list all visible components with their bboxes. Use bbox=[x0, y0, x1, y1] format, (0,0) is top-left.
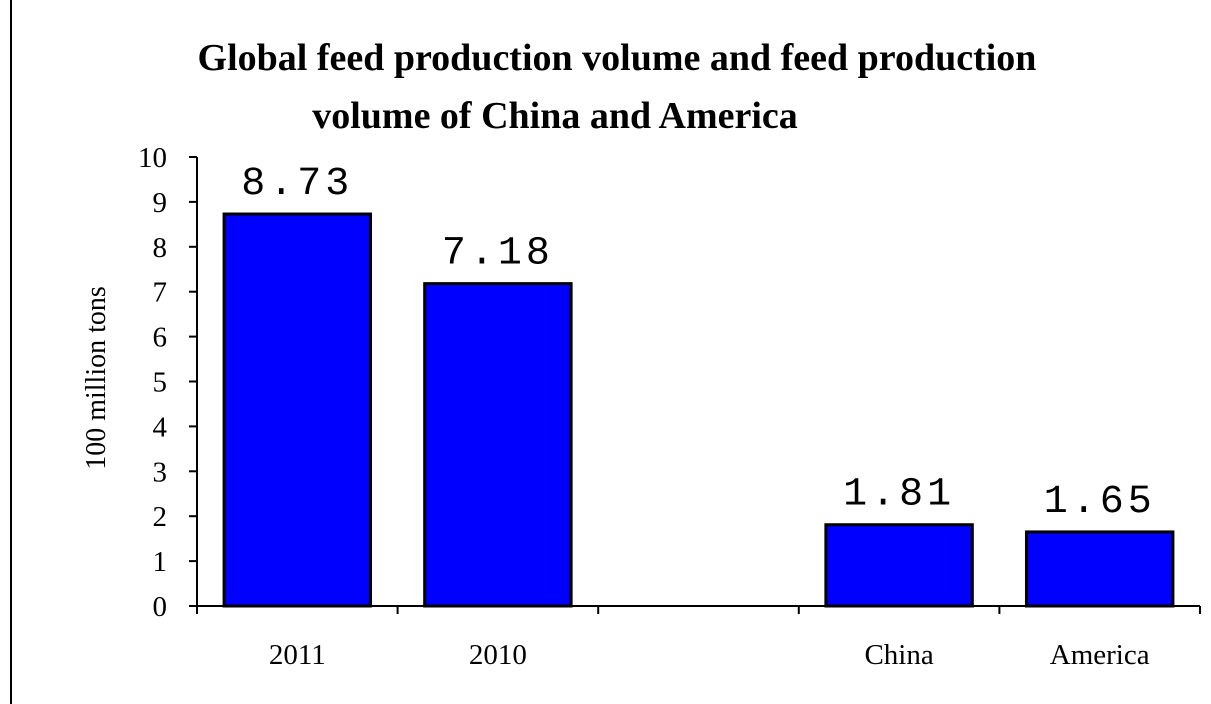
x-tick-label: 2010 bbox=[469, 639, 527, 671]
y-tick-label: 4 bbox=[153, 411, 168, 443]
x-tick-label: America bbox=[1050, 639, 1150, 671]
y-tick-label: 10 bbox=[138, 142, 167, 174]
chart-title-line-1: Global feed production volume and feed p… bbox=[198, 37, 1037, 79]
y-tick-label: 8 bbox=[153, 232, 168, 264]
y-tick-label: 1 bbox=[153, 546, 168, 578]
y-tick-label: 0 bbox=[153, 591, 168, 623]
bar-china bbox=[824, 523, 974, 608]
y-tick-label: 6 bbox=[153, 322, 168, 354]
data-label: 8.73 bbox=[241, 162, 353, 207]
chart-title-line-2: volume of China and America bbox=[312, 95, 798, 137]
x-tick-label: 2011 bbox=[269, 639, 326, 671]
bar-america bbox=[1024, 530, 1175, 608]
data-label: 1.65 bbox=[1044, 480, 1156, 525]
data-label: 1.81 bbox=[843, 473, 955, 518]
data-label: 7.18 bbox=[442, 232, 554, 277]
y-tick-label: 7 bbox=[153, 277, 168, 309]
bar-2010 bbox=[423, 282, 573, 608]
y-tick-label: 9 bbox=[153, 187, 168, 219]
labels: 8.73 2011 7.18 2010 1.81 China 1.65 America bbox=[241, 162, 1156, 671]
y-tick-label: 2 bbox=[153, 501, 168, 533]
y-tick-label: 3 bbox=[153, 456, 168, 488]
x-tick-label: China bbox=[864, 639, 933, 671]
y-axis-label: 100 million tons bbox=[81, 286, 112, 470]
bars bbox=[222, 212, 1175, 608]
bar-2011 bbox=[222, 212, 373, 608]
y-tick-label: 5 bbox=[153, 367, 168, 399]
